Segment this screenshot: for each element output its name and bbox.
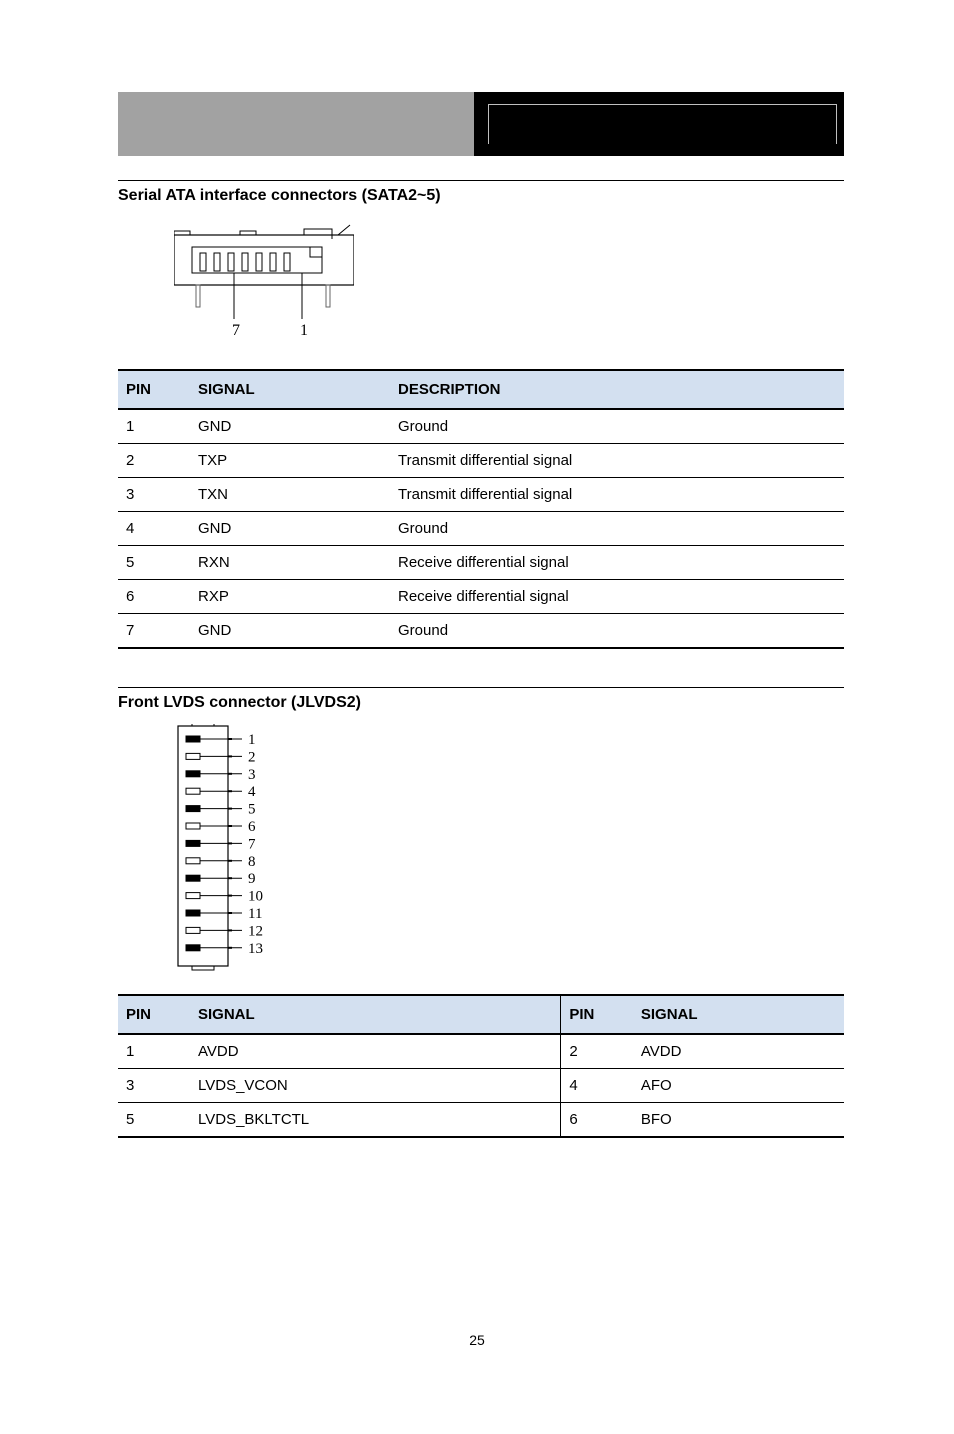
table-header-pin: PIN xyxy=(118,995,190,1034)
sata-pin-label-1: 1 xyxy=(300,322,308,339)
svg-text:9: 9 xyxy=(248,871,256,887)
table-row: 6RXPReceive differential signal xyxy=(118,580,844,614)
sata-pin-label-7: 7 xyxy=(232,322,240,339)
table-header-pin: PIN xyxy=(118,370,190,409)
table-header-signal: SIGNAL xyxy=(190,370,390,409)
svg-text:11: 11 xyxy=(248,906,262,922)
svg-text:13: 13 xyxy=(248,941,263,957)
lvds-pin-table: PIN SIGNAL PIN SIGNAL 1AVDD2AVDD 3LVDS_V… xyxy=(118,994,844,1138)
section-title-sata: Serial ATA interface connectors (SATA2~5… xyxy=(118,180,844,213)
section-title-lvds: Front LVDS connector (JLVDS2) xyxy=(118,687,844,720)
svg-text:5: 5 xyxy=(248,802,256,818)
sata-connector-diagram: 7 1 xyxy=(174,217,844,351)
table-row: 4GNDGround xyxy=(118,512,844,546)
table-row: 3TXNTransmit differential signal xyxy=(118,478,844,512)
svg-text:2: 2 xyxy=(248,749,256,765)
table-header-signal2: SIGNAL xyxy=(633,995,844,1034)
table-row: 1GNDGround xyxy=(118,409,844,444)
svg-text:7: 7 xyxy=(248,836,256,852)
svg-text:3: 3 xyxy=(248,767,256,783)
banner-right xyxy=(474,92,844,156)
svg-text:12: 12 xyxy=(248,923,263,939)
svg-text:1: 1 xyxy=(248,732,256,748)
lvds-connector-diagram: 12345678910111213 xyxy=(174,724,844,976)
table-header-pin2: PIN xyxy=(561,995,633,1034)
banner-left xyxy=(118,92,474,156)
table-row: 5LVDS_BKLTCTL6BFO xyxy=(118,1103,844,1138)
svg-text:6: 6 xyxy=(248,819,256,835)
svg-text:10: 10 xyxy=(248,889,263,905)
svg-text:4: 4 xyxy=(248,784,256,800)
table-row: 3LVDS_VCON4AFO xyxy=(118,1069,844,1103)
table-header-desc: DESCRIPTION xyxy=(390,370,844,409)
page-content: Serial ATA interface connectors (SATA2~5… xyxy=(0,0,954,1138)
sata-pin-table: PIN SIGNAL DESCRIPTION 1GNDGround 2TXPTr… xyxy=(118,369,844,649)
banner-right-frame xyxy=(488,104,837,144)
table-row: 2TXPTransmit differential signal xyxy=(118,444,844,478)
svg-text:8: 8 xyxy=(248,854,256,870)
table-row: 1AVDD2AVDD xyxy=(118,1034,844,1069)
top-banner xyxy=(118,92,844,156)
table-row: 5RXNReceive differential signal xyxy=(118,546,844,580)
page-number: 25 xyxy=(469,1332,485,1348)
table-header-signal: SIGNAL xyxy=(190,995,561,1034)
table-row: 7GNDGround xyxy=(118,614,844,649)
